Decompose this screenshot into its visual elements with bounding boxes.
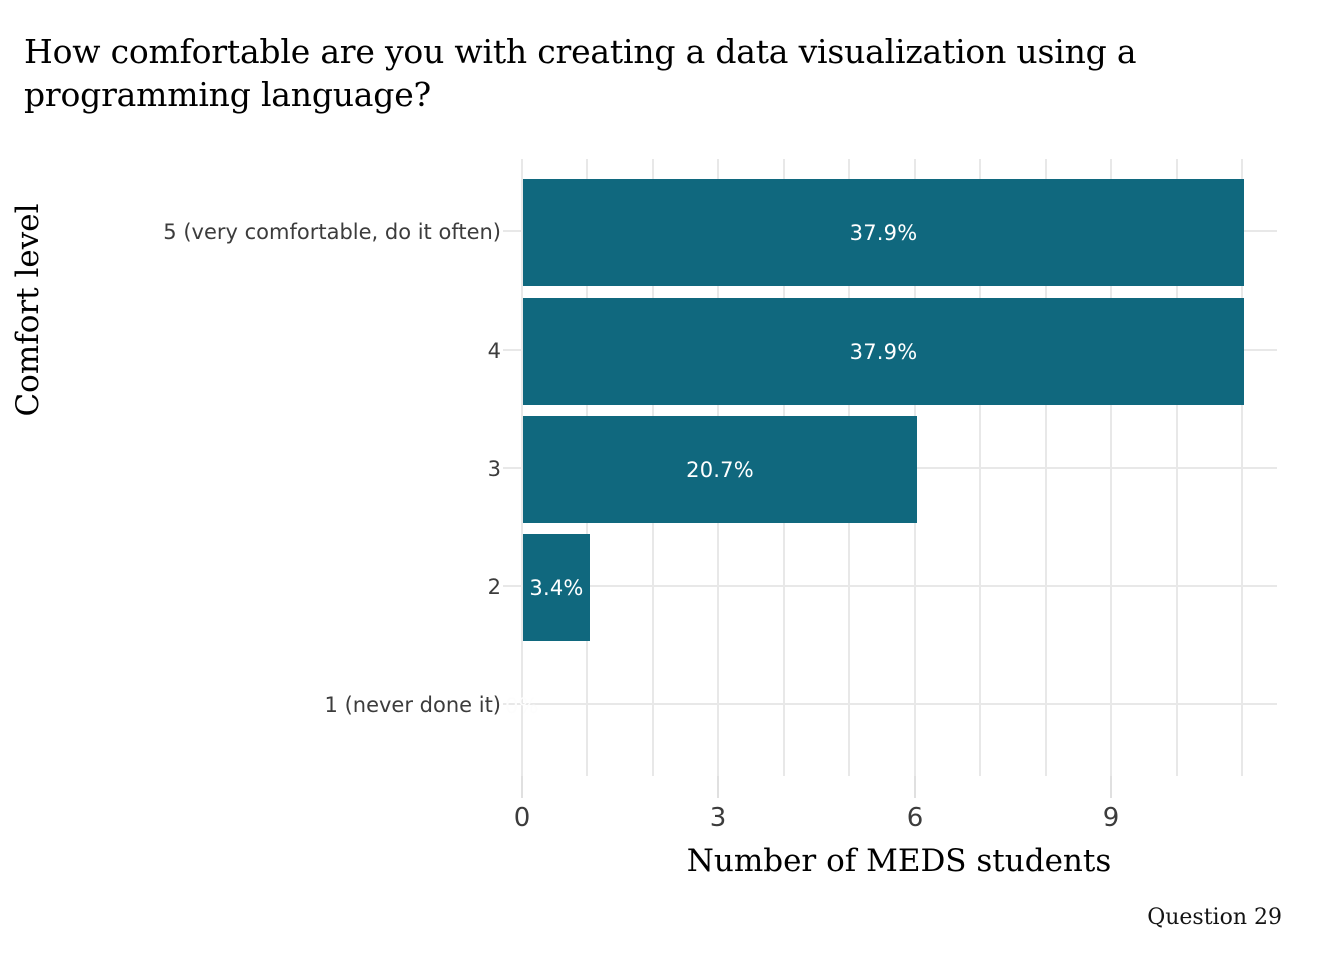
x-tick-mark-0 [521, 776, 523, 798]
bar-category-2[interactable]: 3.4% [523, 534, 590, 641]
x-tick-mark-6 [914, 776, 916, 798]
bar-category-5[interactable]: 37.9% [523, 179, 1244, 286]
gridline-horizontal-2 [503, 585, 1277, 587]
bar-value-label-3: 20.7% [686, 457, 754, 482]
x-tick-label-6: 6 [906, 803, 924, 833]
y-tick-label-5: 5 (very comfortable, do it often) [163, 220, 501, 244]
x-tick-mark-3 [717, 776, 719, 798]
gridline-horizontal-1 [503, 703, 1277, 705]
bar-value-label-4: 37.9% [849, 339, 918, 364]
y-tick-label-3: 3 [487, 457, 501, 481]
bar-category-4[interactable]: 37.9% [523, 298, 1244, 405]
x-axis-title: Number of MEDS students [686, 843, 1112, 879]
x-tick-label-0: 0 [513, 803, 531, 833]
bar-category-3[interactable]: 20.7% [523, 416, 917, 523]
chart-title: How comfortable are you with creating a … [24, 32, 1147, 114]
x-tick-label-9: 9 [1102, 803, 1120, 833]
x-tick-label-3: 3 [709, 803, 727, 833]
bar-value-label-2: 3.4% [529, 575, 584, 600]
y-tick-label-1: 1 (never done it) [324, 693, 501, 717]
y-tick-label-4: 4 [487, 339, 501, 363]
plot-area: 37.9% 37.9% 20.7% 3.4% 0% [503, 159, 1277, 776]
bar-value-label-1: 0% [505, 693, 539, 718]
bar-value-label-5: 37.9% [849, 220, 918, 245]
chart-caption: Question 29 [1147, 905, 1282, 930]
x-tick-mark-9 [1110, 776, 1112, 798]
y-tick-label-2: 2 [487, 575, 501, 599]
y-axis-title: Comfort level [10, 203, 46, 417]
